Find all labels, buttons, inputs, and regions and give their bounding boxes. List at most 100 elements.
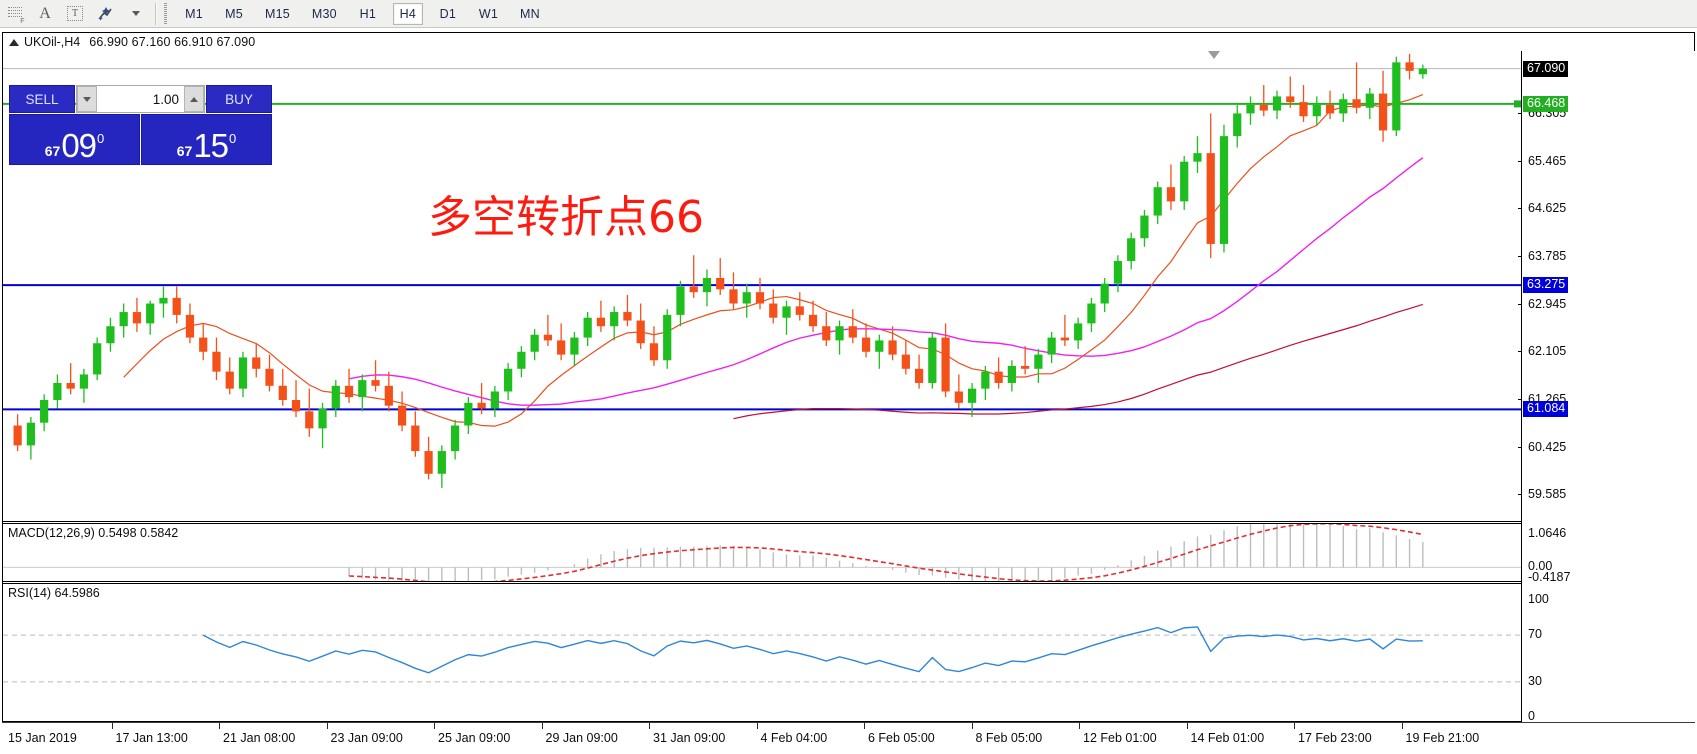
time-tick: 17 Jan 13:00	[111, 723, 188, 745]
macd-scale-tick: -0.4187	[1528, 570, 1571, 584]
one-click-trade-panel[interactable]: SELL 1.00 BUY 67 09 0	[9, 85, 272, 165]
timeframe-button-w1[interactable]: W1	[478, 6, 498, 21]
price-tick: 65.465	[1518, 154, 1566, 168]
timeframe-button-d1[interactable]: D1	[439, 6, 457, 21]
tick-mark	[1518, 256, 1522, 258]
chart-frame: UKOil-,H4 66.990 67.160 66.910 67.090 MA…	[2, 32, 1695, 723]
macd-signal-line[interactable]	[349, 524, 1423, 582]
price-tick: 60.425	[1518, 440, 1566, 454]
time-tick-mark	[1079, 723, 1080, 729]
text-box-icon[interactable]: T	[60, 1, 90, 27]
price-level-label[interactable]: 63.275	[1523, 277, 1569, 294]
time-tick: 25 Jan 09:00	[434, 723, 510, 745]
tick-mark	[1518, 113, 1522, 115]
volume-increase-button[interactable]	[184, 86, 204, 112]
chart-annotation-text[interactable]: 多空转折点66	[428, 192, 704, 243]
time-tick-mark	[649, 723, 650, 729]
toolbar-divider	[155, 2, 157, 25]
symbol-label: UKOil-,H4	[24, 35, 81, 49]
time-tick-mark	[971, 723, 973, 729]
timeframe-button-h4[interactable]: H4	[392, 2, 423, 25]
time-tick: 12 Feb 01:00	[1079, 723, 1157, 745]
trade-panel-price-row: 67 09 0 67 15 0	[9, 114, 272, 165]
tick-mark	[1518, 303, 1522, 305]
price-pane[interactable]	[3, 51, 1521, 522]
macd-pane[interactable]: MACD(12,26,9) 0.5498 0.5842	[3, 523, 1521, 582]
buy-price-fraction: 0	[229, 131, 237, 146]
macd-histogram	[348, 524, 1424, 581]
time-tick: 19 Feb 21:00	[1401, 723, 1479, 745]
macd-chart-svg	[3, 524, 1521, 582]
timeframe-button-m15[interactable]: M15	[265, 6, 290, 21]
price-scale[interactable]: 66.305 65.465 64.625 63.785 62.945 62.105 61.2…	[1518, 51, 1695, 723]
tick-mark	[1518, 208, 1522, 210]
timeframe-button-h1[interactable]: H1	[359, 6, 377, 21]
time-tick: 6 Feb 05:00	[864, 723, 935, 745]
moving-average-mid[interactable]	[348, 157, 1424, 406]
moving-average-slow[interactable]	[733, 303, 1424, 420]
tick-mark	[1518, 399, 1522, 401]
macd-scale-tick: 0.00	[1528, 559, 1553, 574]
time-tick: 14 Feb 01:00	[1186, 723, 1264, 745]
time-tick: 4 Feb 04:00	[756, 723, 827, 745]
price-level-label[interactable]: 67.090	[1523, 60, 1569, 77]
time-tick: 29 Jan 09:00	[541, 723, 618, 745]
time-tick-mark	[756, 723, 758, 729]
timeframe-button-m5[interactable]: M5	[225, 6, 243, 21]
sell-price-display[interactable]: 67 09 0	[9, 114, 140, 165]
rsi-pane[interactable]: RSI(14) 64.5986	[3, 583, 1521, 722]
rsi-chart-svg	[3, 626, 1521, 683]
text-A-icon[interactable]: A	[39, 4, 51, 22]
time-tick-mark	[1401, 723, 1403, 729]
buy-price-integer: 67	[176, 143, 193, 159]
sell-price-major: 09	[61, 127, 97, 164]
timeframe-button-m1[interactable]: M1	[185, 6, 203, 21]
buy-price-major: 15	[193, 127, 229, 164]
time-tick-mark	[326, 723, 328, 729]
indicator-icon[interactable]	[90, 1, 120, 27]
time-tick-mark	[541, 723, 543, 729]
ohlc-values: 66.990 67.160 66.910 67.090	[89, 35, 256, 49]
volume-input[interactable]: 1.00	[97, 86, 184, 112]
sell-price-fraction: 0	[97, 131, 105, 146]
toolbar: F A T M1 M5 M15 M30 H1 H4 D1 W1 MN	[0, 0, 1697, 28]
time-tick-mark	[111, 723, 113, 729]
price-chart-svg	[3, 53, 1521, 488]
rsi-scale-tick: 30	[1528, 673, 1542, 688]
tick-mark	[1518, 494, 1522, 496]
rsi-line[interactable]	[202, 626, 1423, 674]
collapse-triangle-icon[interactable]	[9, 38, 19, 46]
time-tick: 17 Feb 23:00	[1294, 723, 1372, 745]
grid-F-icon[interactable]: F	[0, 1, 30, 27]
price-tick: 62.945	[1518, 297, 1566, 311]
price-level-label[interactable]: 66.468	[1523, 95, 1569, 112]
macd-label: MACD(12,26,9) 0.5498 0.5842	[8, 526, 179, 540]
rsi-label: RSI(14) 64.5986	[8, 586, 100, 600]
toolbar-drag-handle[interactable]	[164, 2, 167, 25]
timeframe-button-mn[interactable]: MN	[520, 6, 540, 21]
time-tick: 23 Jan 09:00	[326, 723, 403, 745]
hline-drag-handle[interactable]	[1514, 100, 1521, 108]
time-axis[interactable]: 15 Jan 2019 17 Jan 13:00 21 Jan 08:00 23 Ja…	[2, 722, 1695, 752]
sell-price-integer: 67	[44, 143, 61, 159]
price-tick: 62.105	[1518, 344, 1566, 358]
volume-decrease-button[interactable]	[77, 86, 97, 112]
time-tick-mark	[864, 723, 865, 729]
time-tick: 8 Feb 05:00	[971, 723, 1042, 745]
price-tick: 63.785	[1518, 249, 1566, 263]
candlestick-series	[13, 53, 1427, 488]
trade-panel-top-row: SELL 1.00 BUY	[9, 85, 272, 113]
buy-button[interactable]: BUY	[206, 85, 272, 113]
time-tick-mark	[219, 723, 220, 729]
timeframe-button-m30[interactable]: M30	[311, 6, 337, 21]
sell-button[interactable]: SELL	[9, 85, 75, 113]
price-level-label[interactable]: 61.084	[1523, 401, 1569, 418]
time-tick-mark	[1186, 723, 1188, 729]
chevron-down-icon[interactable]	[120, 1, 150, 27]
buy-price-display[interactable]: 67 15 0	[141, 114, 272, 165]
volume-stepper[interactable]: 1.00	[76, 85, 205, 113]
tick-mark	[1518, 351, 1522, 353]
timeframe-group: M1 M5 M15 M30 H1 H4 D1 W1 MN	[173, 2, 554, 25]
time-tick: 15 Jan 2019	[8, 731, 77, 745]
